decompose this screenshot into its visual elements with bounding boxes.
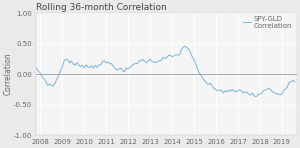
Text: Rolling 36-month Correlation: Rolling 36-month Correlation <box>36 3 166 12</box>
Line: SPY-GLD
Correlation: SPY-GLD Correlation <box>35 46 295 97</box>
Y-axis label: Correlation: Correlation <box>4 53 13 95</box>
Legend: SPY-GLD
Correlation: SPY-GLD Correlation <box>242 14 293 30</box>
